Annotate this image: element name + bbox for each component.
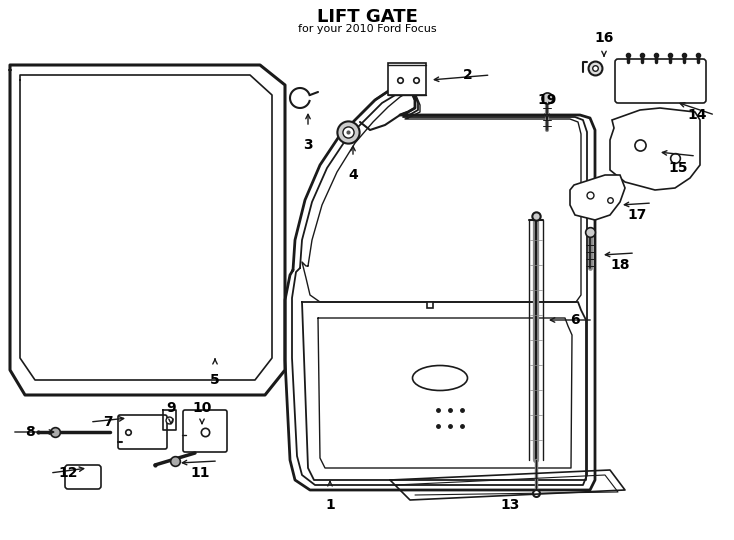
- Polygon shape: [610, 108, 700, 190]
- Text: 1: 1: [325, 498, 335, 512]
- Text: 6: 6: [570, 313, 580, 327]
- Text: 19: 19: [537, 93, 556, 107]
- Text: 7: 7: [103, 415, 113, 429]
- Text: 9: 9: [166, 401, 176, 415]
- FancyBboxPatch shape: [183, 410, 227, 452]
- Text: 11: 11: [190, 466, 210, 480]
- Polygon shape: [570, 175, 625, 220]
- Text: 3: 3: [303, 138, 313, 152]
- Text: 10: 10: [192, 401, 211, 415]
- FancyBboxPatch shape: [615, 59, 706, 103]
- Text: for your 2010 Ford Focus: for your 2010 Ford Focus: [298, 24, 436, 34]
- Text: 8: 8: [25, 425, 35, 439]
- Text: 13: 13: [501, 498, 520, 512]
- Ellipse shape: [413, 366, 468, 390]
- Text: 15: 15: [668, 161, 688, 175]
- FancyBboxPatch shape: [118, 415, 167, 449]
- Text: LIFT GATE: LIFT GATE: [316, 8, 418, 26]
- Text: 2: 2: [463, 68, 473, 82]
- Text: 17: 17: [628, 208, 647, 222]
- Text: 5: 5: [210, 373, 220, 387]
- Text: 14: 14: [687, 108, 707, 122]
- Text: 12: 12: [58, 466, 78, 480]
- FancyBboxPatch shape: [388, 63, 426, 95]
- Text: 4: 4: [348, 168, 358, 182]
- FancyBboxPatch shape: [65, 465, 101, 489]
- Text: 18: 18: [610, 258, 630, 272]
- Text: 16: 16: [595, 31, 614, 45]
